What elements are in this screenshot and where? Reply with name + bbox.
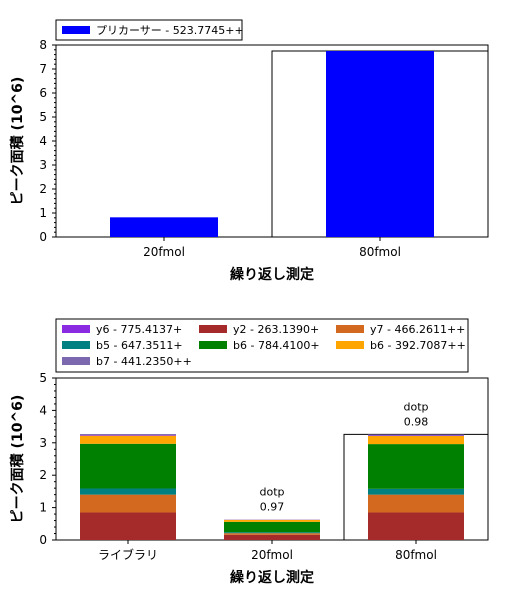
chart-2-y-tick-label-4: 3 bbox=[39, 436, 47, 450]
chart-2-bar-1-series-1[interactable] bbox=[80, 512, 176, 540]
chart-2-annotation-label-1: dotp bbox=[259, 486, 284, 499]
chart-2-bar-3-series-2[interactable] bbox=[368, 495, 464, 513]
chart-2-legend-swatch-6 bbox=[336, 341, 364, 349]
chart-1-bar-1[interactable] bbox=[110, 217, 218, 237]
chart-2-bar-2-series-4[interactable] bbox=[224, 522, 320, 532]
chart-1-y-tick-label-2: 1 bbox=[39, 206, 47, 220]
chart-2-legend-swatch-1 bbox=[62, 325, 90, 333]
chart-2-bar-1-series-3[interactable] bbox=[80, 488, 176, 494]
chart-2-x-tick-label-2: 20fmol bbox=[251, 548, 293, 562]
chart-2-x-tick-label-1: ライブラリ bbox=[98, 547, 158, 562]
chart-2-bar-2-series-3[interactable] bbox=[224, 532, 320, 533]
chart-2-y-tick-label-2: 1 bbox=[39, 501, 47, 515]
chart-2-bar-3-series-6[interactable] bbox=[368, 435, 464, 436]
chart-1-y-axis-title: ピーク面積 (10^6) bbox=[9, 77, 26, 206]
chart-2-legend-swatch-7 bbox=[62, 357, 90, 365]
chart-2-bar-2-series-1[interactable] bbox=[224, 535, 320, 540]
chart-1-y-tick-label-3: 2 bbox=[39, 182, 47, 196]
chart-2-x-tick-label-3: 80fmol bbox=[395, 548, 437, 562]
chart-2-x-axis-title: 繰り返し測定 bbox=[230, 569, 314, 586]
chart-1-x-axis-title: 繰り返し測定 bbox=[230, 266, 314, 283]
chart-2-bar-1-series-4[interactable] bbox=[80, 444, 176, 489]
chart-2-y-tick-label-3: 2 bbox=[39, 468, 47, 482]
chart-2-legend-label-3: y7 - 466.2611++ bbox=[370, 323, 465, 336]
chart-1-x-tick-label-1: 20fmol bbox=[143, 245, 185, 259]
chart-1-y-tick-label-4: 3 bbox=[39, 158, 47, 172]
chart-2-y-tick-label-6: 5 bbox=[39, 371, 47, 385]
chart-1-legend-swatch-1 bbox=[62, 26, 90, 34]
chart-2-legend-swatch-5 bbox=[199, 341, 227, 349]
chart-2-legend-label-4: b5 - 647.3511+ bbox=[96, 339, 183, 352]
chart-2-bar-2-series-5[interactable] bbox=[224, 520, 320, 522]
chart-2-legend-label-6: b6 - 392.7087++ bbox=[370, 339, 466, 352]
chart-1-bar-2[interactable] bbox=[326, 51, 434, 237]
chart-2-annotation-value-1: 0.97 bbox=[260, 501, 285, 514]
chart-2-bar-3-series-5[interactable] bbox=[368, 436, 464, 444]
chart-2-y-axis-title: ピーク面積 (10^6) bbox=[9, 395, 26, 524]
chart-2-legend-label-7: b7 - 441.2350++ bbox=[96, 355, 192, 368]
chart-2-y-tick-label-5: 4 bbox=[39, 403, 47, 417]
chart-2-bar-3-series-1[interactable] bbox=[368, 512, 464, 540]
chart-2-legend-label-5: b6 - 784.4100+ bbox=[233, 339, 320, 352]
chart-2-bar-3-series-4[interactable] bbox=[368, 444, 464, 489]
chart-1-y-tick-label-5: 4 bbox=[39, 134, 47, 148]
chart-2-legend-label-1: y6 - 775.4137+ bbox=[96, 323, 182, 336]
chart-2-annotation-value-2: 0.98 bbox=[404, 415, 429, 428]
chart-2-bar-2-series-2[interactable] bbox=[224, 533, 320, 535]
chart-2-bar-1-series-5[interactable] bbox=[80, 436, 176, 444]
chart-1-y-tick-label-7: 6 bbox=[39, 86, 47, 100]
chart-2-legend-swatch-4 bbox=[62, 341, 90, 349]
chart-2-bar-1-series-7[interactable] bbox=[80, 434, 176, 435]
chart-2-bar-1-series-2[interactable] bbox=[80, 495, 176, 513]
chart-1-y-tick-label-1: 0 bbox=[39, 230, 47, 244]
chart-1-x-tick-label-2: 80fmol bbox=[359, 245, 401, 259]
chart-2-annotation-label-2: dotp bbox=[403, 400, 428, 413]
chart-1-y-tick-label-6: 5 bbox=[39, 110, 47, 124]
chart-1-legend-label-1: プリカーサー - 523.7745++ bbox=[96, 24, 244, 37]
chart-2-legend-swatch-2 bbox=[199, 325, 227, 333]
chart-2-bar-3-series-3[interactable] bbox=[368, 489, 464, 495]
chart-2-bar-1-series-6[interactable] bbox=[80, 435, 176, 436]
chart-1-y-tick-label-8: 7 bbox=[39, 62, 47, 76]
chart-2-y-tick-label-1: 0 bbox=[39, 533, 47, 547]
chart-2-legend-swatch-3 bbox=[336, 325, 364, 333]
chart-2-legend-label-2: y2 - 263.1390+ bbox=[233, 323, 319, 336]
chart-2-bar-3-series-7[interactable] bbox=[368, 434, 464, 435]
chart-1-y-tick-label-9: 8 bbox=[39, 38, 47, 52]
